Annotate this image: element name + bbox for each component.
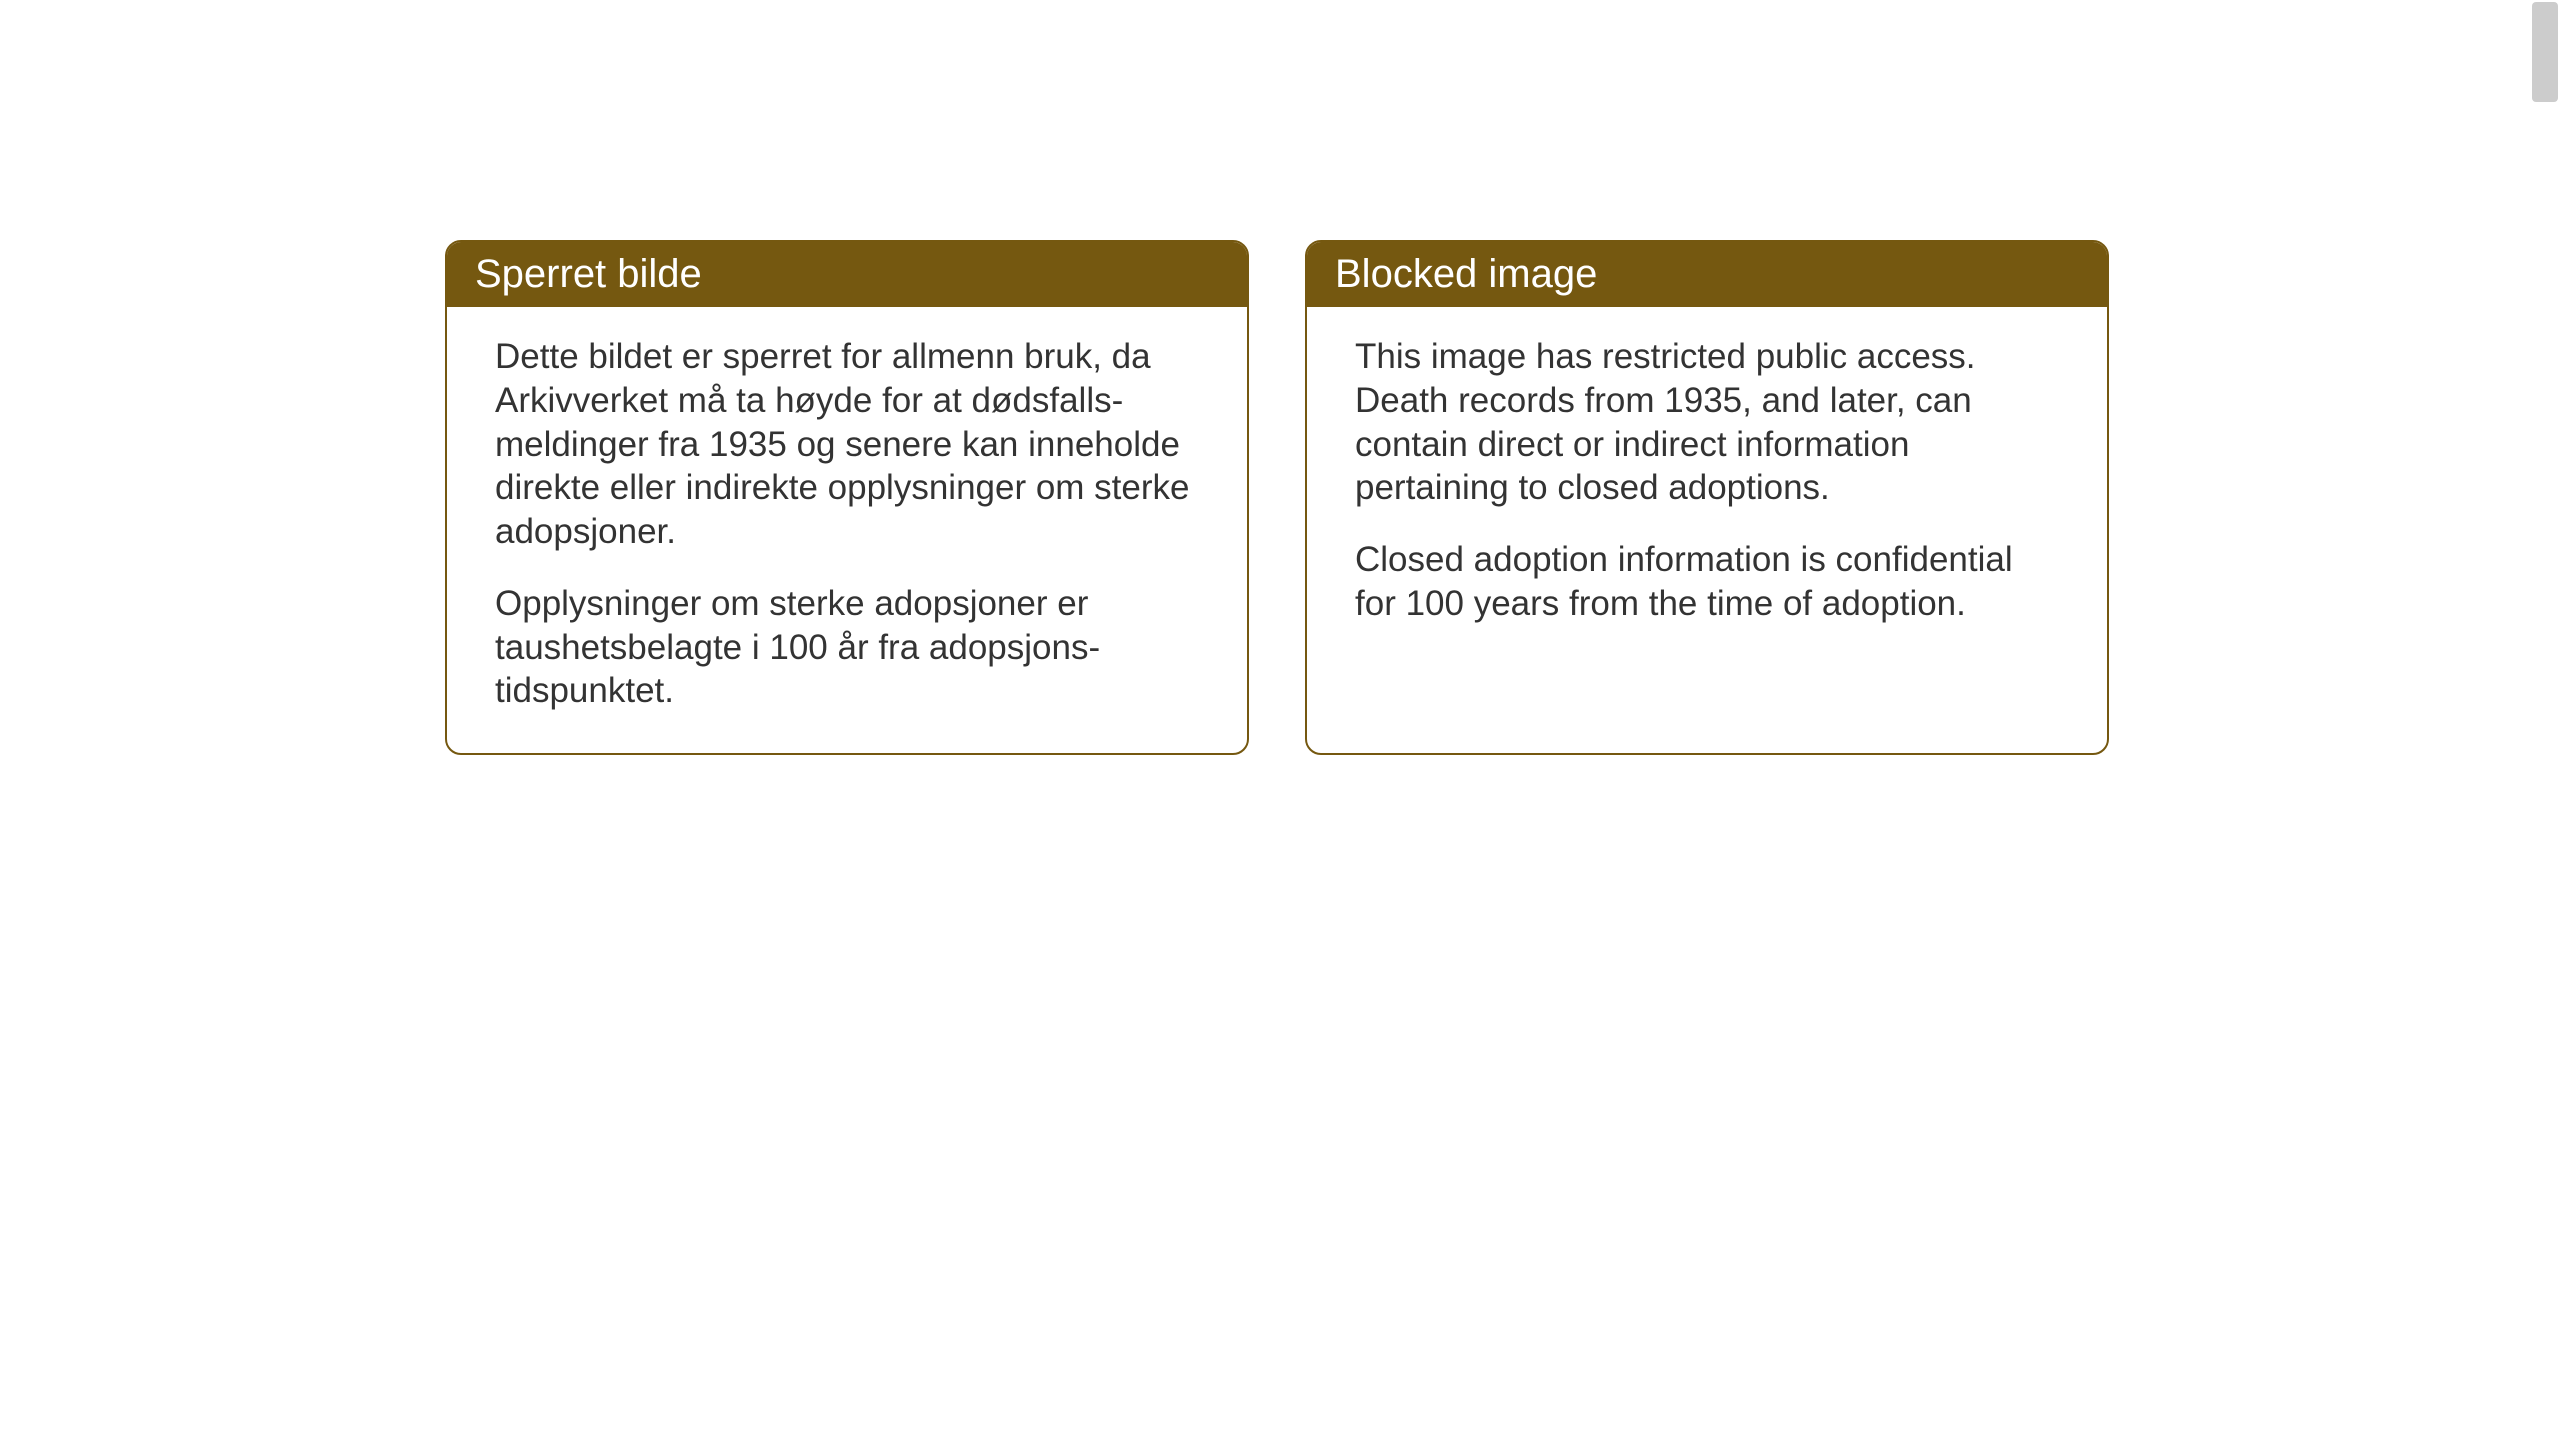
- card-paragraph-norwegian-1: Dette bildet er sperret for allmenn bruk…: [495, 335, 1199, 554]
- card-english: Blocked image This image has restricted …: [1305, 240, 2109, 755]
- card-body-english: This image has restricted public access.…: [1307, 307, 2107, 666]
- card-header-english: Blocked image: [1307, 242, 2107, 307]
- card-norwegian: Sperret bilde Dette bildet er sperret fo…: [445, 240, 1249, 755]
- card-paragraph-norwegian-2: Opplysninger om sterke adopsjoner er tau…: [495, 582, 1199, 713]
- card-header-norwegian: Sperret bilde: [447, 242, 1247, 307]
- card-title-english: Blocked image: [1335, 252, 1597, 296]
- card-paragraph-english-1: This image has restricted public access.…: [1355, 335, 2059, 510]
- scrollbar-thumb[interactable]: [2532, 2, 2558, 102]
- scrollbar-vertical[interactable]: [2530, 0, 2560, 1440]
- cards-container: Sperret bilde Dette bildet er sperret fo…: [445, 240, 2109, 755]
- card-paragraph-english-2: Closed adoption information is confident…: [1355, 538, 2059, 626]
- card-body-norwegian: Dette bildet er sperret for allmenn bruk…: [447, 307, 1247, 753]
- card-title-norwegian: Sperret bilde: [475, 252, 702, 296]
